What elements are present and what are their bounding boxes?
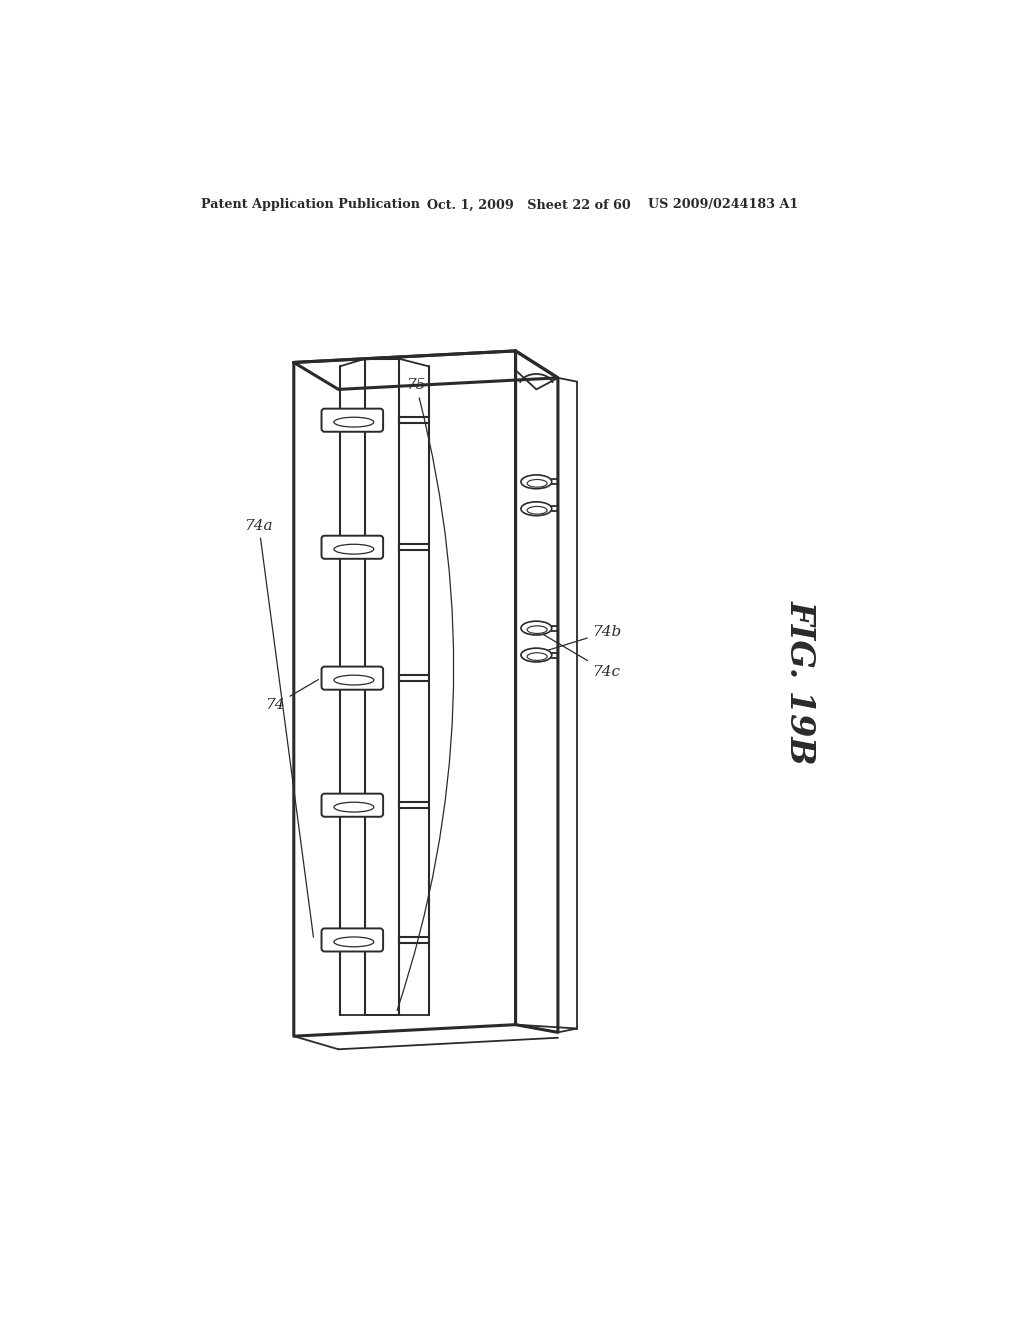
Text: FIG. 19B: FIG. 19B bbox=[784, 599, 817, 764]
FancyBboxPatch shape bbox=[322, 409, 383, 432]
FancyBboxPatch shape bbox=[322, 928, 383, 952]
Text: Patent Application Publication: Patent Application Publication bbox=[202, 198, 421, 211]
Ellipse shape bbox=[521, 648, 552, 663]
Text: 74: 74 bbox=[265, 680, 318, 711]
Ellipse shape bbox=[521, 502, 552, 516]
Ellipse shape bbox=[521, 475, 552, 488]
FancyBboxPatch shape bbox=[322, 536, 383, 558]
FancyBboxPatch shape bbox=[322, 793, 383, 817]
Ellipse shape bbox=[521, 622, 552, 635]
Text: Oct. 1, 2009   Sheet 22 of 60: Oct. 1, 2009 Sheet 22 of 60 bbox=[427, 198, 631, 211]
FancyBboxPatch shape bbox=[322, 667, 383, 689]
Text: US 2009/0244183 A1: US 2009/0244183 A1 bbox=[648, 198, 799, 211]
Text: 75: 75 bbox=[397, 379, 454, 1011]
Text: 74c: 74c bbox=[535, 630, 621, 678]
Text: 74a: 74a bbox=[245, 519, 313, 937]
Text: 74b: 74b bbox=[536, 624, 622, 655]
